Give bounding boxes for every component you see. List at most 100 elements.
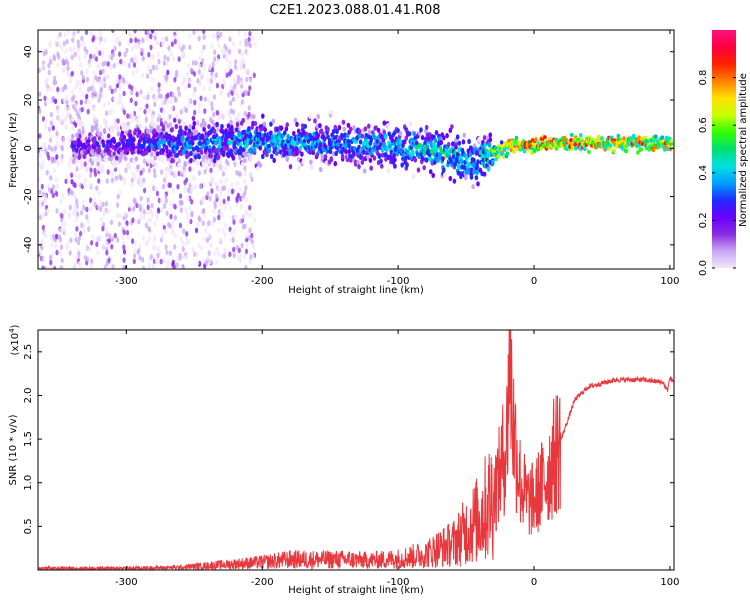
noise-point: [215, 259, 219, 266]
noise-point: [41, 160, 45, 166]
noise-point: [71, 88, 75, 95]
noise-point: [247, 111, 251, 118]
noise-point: [122, 109, 126, 116]
noise-point: [229, 229, 234, 236]
band-point: [442, 135, 446, 141]
noise-point: [171, 187, 176, 194]
band-point: [244, 143, 249, 149]
noise-point: [117, 221, 121, 227]
noise-point: [80, 222, 84, 228]
noise-point: [221, 113, 225, 119]
noise-point: [79, 42, 83, 48]
noise-point: [79, 210, 84, 216]
noise-point: [224, 177, 228, 184]
noise-point: [197, 170, 201, 176]
noise-point: [76, 43, 81, 49]
noise-point: [77, 251, 81, 257]
band-point: [212, 128, 217, 134]
noise-point: [192, 91, 196, 98]
band-point: [102, 142, 106, 148]
noise-point: [49, 86, 53, 92]
noise-point: [201, 208, 206, 214]
band-point: [134, 156, 139, 162]
noise-point: [146, 204, 150, 211]
band-point: [235, 121, 240, 128]
noise-point: [149, 208, 153, 215]
noise-point: [184, 206, 188, 213]
band-point: [636, 150, 640, 155]
noise-point: [189, 67, 194, 74]
band-point: [475, 163, 480, 170]
noise-point: [95, 236, 99, 242]
noise-point: [211, 61, 215, 68]
noise-point: [96, 249, 100, 256]
noise-point: [154, 30, 158, 36]
noise-point: [128, 113, 132, 120]
x-tick-label: -100: [387, 577, 410, 588]
noise-point: [77, 113, 81, 119]
band-point: [263, 127, 268, 133]
band-point: [522, 149, 527, 154]
noise-point: [195, 30, 199, 33]
noise-point: [213, 251, 217, 257]
noise-point: [133, 174, 137, 181]
band-point: [229, 148, 233, 154]
noise-point: [192, 30, 196, 35]
noise-point: [56, 33, 60, 40]
noise-point: [122, 257, 126, 264]
noise-point: [181, 30, 186, 33]
noise-point: [56, 86, 60, 93]
band-point: [570, 132, 574, 138]
noise-point: [122, 30, 126, 34]
band-point: [534, 137, 538, 143]
noise-point: [239, 64, 243, 71]
band-point: [80, 150, 84, 156]
noise-point: [203, 108, 207, 114]
noise-point: [212, 208, 216, 214]
noise-point: [165, 36, 169, 42]
noise-point: [105, 240, 109, 247]
noise-point: [243, 223, 247, 230]
noise-point: [168, 250, 172, 256]
noise-point: [190, 210, 194, 217]
colorbar-tick-label: 0.0: [698, 260, 709, 276]
noise-point: [121, 234, 125, 240]
noise-point: [112, 96, 116, 102]
band-point: [261, 113, 265, 119]
noise-point: [114, 37, 118, 44]
noise-point: [227, 91, 231, 98]
band-point: [162, 142, 166, 148]
colorbar-tick-label: 0.6: [698, 117, 709, 133]
noise-point: [89, 167, 93, 173]
noise-point: [231, 188, 235, 194]
band-point: [333, 161, 338, 167]
noise-point: [98, 77, 102, 84]
noise-point: [196, 259, 200, 266]
noise-point: [56, 62, 60, 69]
noise-point: [180, 265, 184, 269]
y-tick-label: 0.5: [23, 518, 34, 534]
noise-point: [219, 31, 223, 38]
noise-point: [110, 177, 114, 184]
noise-point: [90, 240, 94, 246]
noise-point: [200, 48, 204, 55]
noise-point: [174, 72, 178, 79]
band-point: [583, 146, 587, 152]
noise-point: [207, 86, 211, 92]
noise-point: [81, 74, 85, 81]
noise-point: [185, 211, 190, 217]
noise-point: [182, 76, 186, 82]
band-point: [393, 157, 397, 163]
band-point: [512, 149, 516, 154]
noise-point: [134, 37, 138, 43]
band-point: [412, 131, 417, 137]
noise-point: [60, 265, 64, 269]
noise-point: [108, 85, 112, 91]
band-point: [349, 126, 353, 132]
noise-point: [87, 98, 91, 105]
noise-point: [188, 205, 192, 212]
noise-point: [122, 249, 127, 255]
noise-point: [160, 233, 164, 240]
colorbar-ticks: 0.0 0.2 0.4 0.6 0.8: [698, 70, 736, 276]
noise-point: [180, 116, 184, 123]
